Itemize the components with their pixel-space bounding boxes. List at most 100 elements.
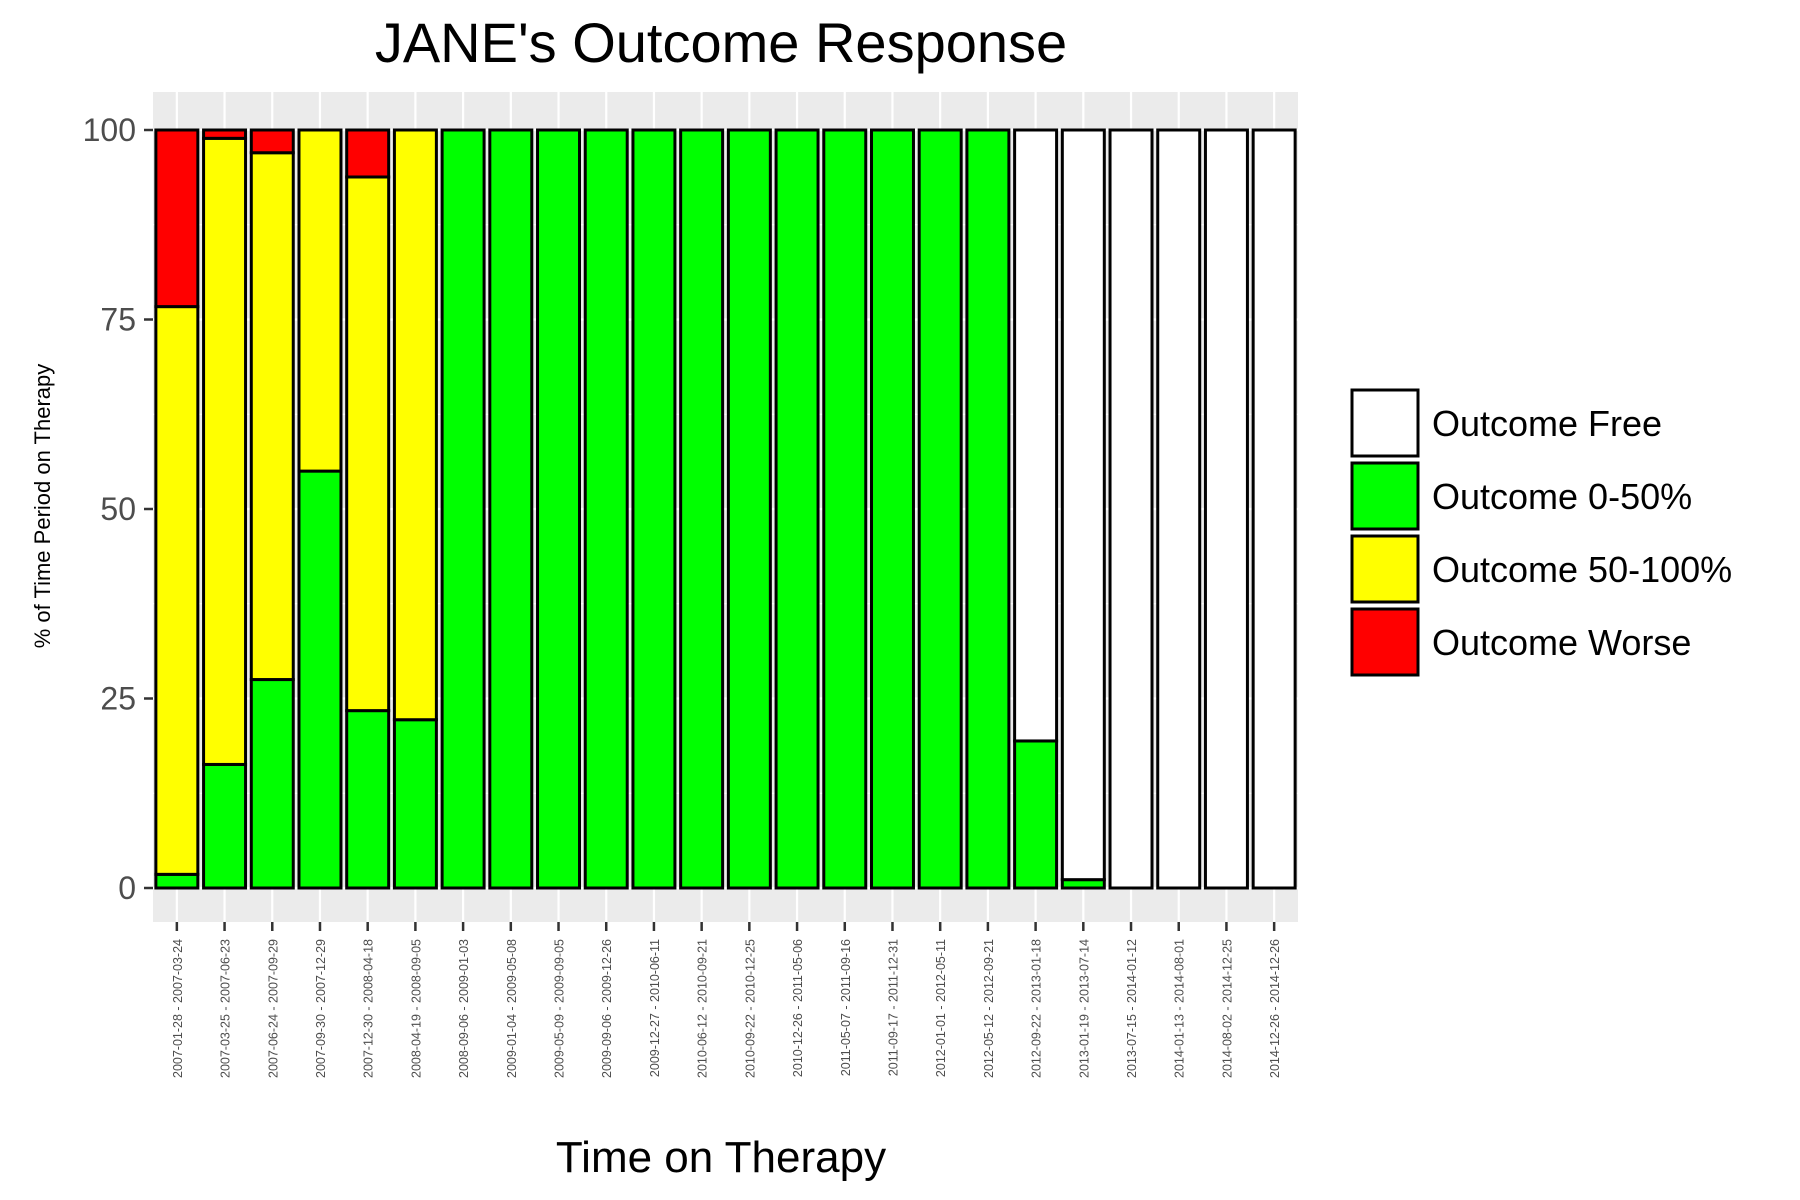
legend-item-outcome-50-100: Outcome 50-100% <box>1350 534 1732 604</box>
legend-item-outcome-free: Outcome Free <box>1350 388 1662 458</box>
legend-key-swatch <box>1350 388 1420 458</box>
bar-group-2014-12-26-2014-12-26 <box>1251 128 1297 890</box>
bar-segment-outcome-free <box>1060 128 1106 882</box>
x-tick-label: 2012-09-22 - 2013-01-18 <box>1030 939 1044 1078</box>
x-tick-label: 2011-05-07 - 2011-09-16 <box>839 939 853 1076</box>
bar-segment-outcome-free <box>1108 128 1154 890</box>
bar-group-2013-07-15-2014-01-12 <box>1108 128 1154 890</box>
bar-segment-outcome-0-50 <box>583 128 629 890</box>
x-tick-label: 2010-12-26 - 2011-05-06 <box>791 939 805 1077</box>
bar-segment-outcome-0-50 <box>965 128 1011 890</box>
bar-segment-outcome-worse <box>345 128 391 179</box>
bar-group-2007-12-30-2008-04-18 <box>345 128 391 890</box>
bar-segment-outcome-0-50 <box>774 128 820 890</box>
x-tick-label: 2009-05-09 - 2009-09-05 <box>553 939 567 1078</box>
x-axis: 2007-01-28 - 2007-03-24 2007-03-25 - 2007… <box>171 922 1282 1078</box>
bars-layer <box>154 128 1297 890</box>
bar-group-2009-12-27-2010-06-11 <box>631 128 677 890</box>
legend-label: Outcome Free <box>1432 403 1662 444</box>
x-tick-label: 2007-12-30 - 2008-04-18 <box>362 939 376 1078</box>
bar-group-2007-01-28-2007-03-24 <box>154 128 200 890</box>
legend-label: Outcome 0-50% <box>1432 476 1692 517</box>
y-tick-label: 75 <box>100 302 136 338</box>
panel-background <box>153 92 1298 922</box>
legend-label: Outcome 50-100% <box>1432 549 1732 590</box>
bar-segment-outcome-0-50 <box>297 469 343 890</box>
bar-group-2014-01-13-2014-08-01 <box>1156 128 1202 890</box>
x-tick-label: 2010-06-12 - 2010-09-21 <box>696 939 710 1078</box>
bar-segment-outcome-0-50 <box>249 678 295 890</box>
x-tick-label: 2007-01-28 - 2007-03-24 <box>171 939 185 1078</box>
bar-segment-outcome-50-100 <box>202 136 248 766</box>
bar-group-2012-05-12-2012-09-21 <box>965 128 1011 890</box>
bar-group-2008-04-19-2008-09-05 <box>392 128 438 890</box>
bar-segment-outcome-0-50 <box>631 128 677 890</box>
x-tick-label: 2014-01-13 - 2014-08-01 <box>1173 939 1187 1078</box>
bar-group-2008-09-06-2009-01-03 <box>440 128 486 890</box>
bar-group-2007-03-25-2007-06-23 <box>202 128 248 890</box>
bar-group-2009-05-09-2009-09-05 <box>536 128 582 890</box>
bar-group-2012-09-22-2013-01-18 <box>1013 128 1059 890</box>
y-tick-label: 100 <box>83 112 136 148</box>
x-axis-label: Time on Therapy <box>556 1133 886 1182</box>
bar-segment-outcome-0-50 <box>202 762 248 890</box>
bar-segment-outcome-0-50 <box>869 128 915 890</box>
bar-group-2011-05-07-2011-09-16 <box>822 128 868 890</box>
bar-segment-outcome-0-50 <box>392 718 438 890</box>
bar-group-2009-01-04-2009-05-08 <box>488 128 534 890</box>
bar-segment-outcome-0-50 <box>154 872 200 890</box>
bar-group-2010-06-12-2010-09-21 <box>679 128 725 890</box>
bar-group-2012-01-01-2012-05-11 <box>917 128 963 890</box>
y-axis-label: % of Time Period on Therapy <box>30 364 55 649</box>
bar-segment-outcome-50-100 <box>154 305 200 876</box>
y-tick-label: 50 <box>100 491 136 527</box>
x-tick-label: 2008-09-06 - 2009-01-03 <box>457 939 471 1078</box>
bar-group-2014-08-02-2014-12-25 <box>1203 128 1249 890</box>
bar-segment-outcome-0-50 <box>917 128 963 890</box>
bar-group-2011-09-17-2011-12-31 <box>869 128 915 890</box>
bar-segment-outcome-0-50 <box>1013 739 1059 890</box>
x-tick-label: 2013-07-15 - 2014-01-12 <box>1125 939 1139 1078</box>
legend: Outcome Free Outcome 0-50% Outcome 50-100%… <box>1350 388 1732 677</box>
x-tick-label: 2007-03-25 - 2007-06-23 <box>219 939 233 1078</box>
bar-segment-outcome-0-50 <box>679 128 725 890</box>
bar-segment-outcome-50-100 <box>297 128 343 473</box>
bar-segment-outcome-free <box>1203 128 1249 890</box>
bar-segment-outcome-worse <box>154 128 200 309</box>
bar-segment-outcome-0-50 <box>488 128 534 890</box>
bar-segment-outcome-free <box>1251 128 1297 890</box>
chart-title: JANE's Outcome Response <box>375 11 1067 74</box>
bar-group-2007-09-30-2007-12-29 <box>297 128 343 890</box>
bar-segment-outcome-50-100 <box>392 128 438 722</box>
bar-segment-outcome-50-100 <box>249 151 295 682</box>
x-tick-label: 2012-01-01 - 2012-05-11 <box>934 939 948 1077</box>
bar-group-2013-01-19-2013-07-14 <box>1060 128 1106 890</box>
y-axis: 0 25 50 75 100 <box>83 112 153 906</box>
x-tick-label: 2009-12-27 - 2010-06-11 <box>648 939 662 1077</box>
bar-group-2010-12-26-2011-05-06 <box>774 128 820 890</box>
bar-segment-outcome-worse <box>202 128 248 140</box>
bar-segment-outcome-0-50 <box>822 128 868 890</box>
legend-key-swatch <box>1350 607 1420 677</box>
bar-group-2009-09-06-2009-12-26 <box>583 128 629 890</box>
legend-item-outcome-worse: Outcome Worse <box>1350 607 1691 677</box>
x-tick-label: 2007-06-24 - 2007-09-29 <box>266 939 280 1078</box>
bar-segment-outcome-0-50 <box>440 128 486 890</box>
y-tick-label: 25 <box>100 681 136 717</box>
bar-segment-outcome-free <box>1156 128 1202 890</box>
bar-segment-outcome-50-100 <box>345 175 391 713</box>
legend-key-swatch <box>1350 461 1420 531</box>
x-tick-label: 2011-09-17 - 2011-12-31 <box>886 939 900 1076</box>
x-tick-label: 2009-01-04 - 2009-05-08 <box>505 939 519 1078</box>
x-tick-label: 2012-05-12 - 2012-09-21 <box>982 939 996 1078</box>
bar-group-2010-09-22-2010-12-25 <box>726 128 772 890</box>
x-tick-label: 2014-12-26 - 2014-12-26 <box>1268 939 1282 1078</box>
x-tick-label: 2008-04-19 - 2008-09-05 <box>409 939 423 1078</box>
legend-key-swatch <box>1350 534 1420 604</box>
x-tick-label: 2014-08-02 - 2014-12-25 <box>1220 939 1234 1078</box>
legend-label: Outcome Worse <box>1432 622 1691 663</box>
x-tick-label: 2010-09-22 - 2010-12-25 <box>743 939 757 1078</box>
bar-segment-outcome-free <box>1013 128 1059 743</box>
